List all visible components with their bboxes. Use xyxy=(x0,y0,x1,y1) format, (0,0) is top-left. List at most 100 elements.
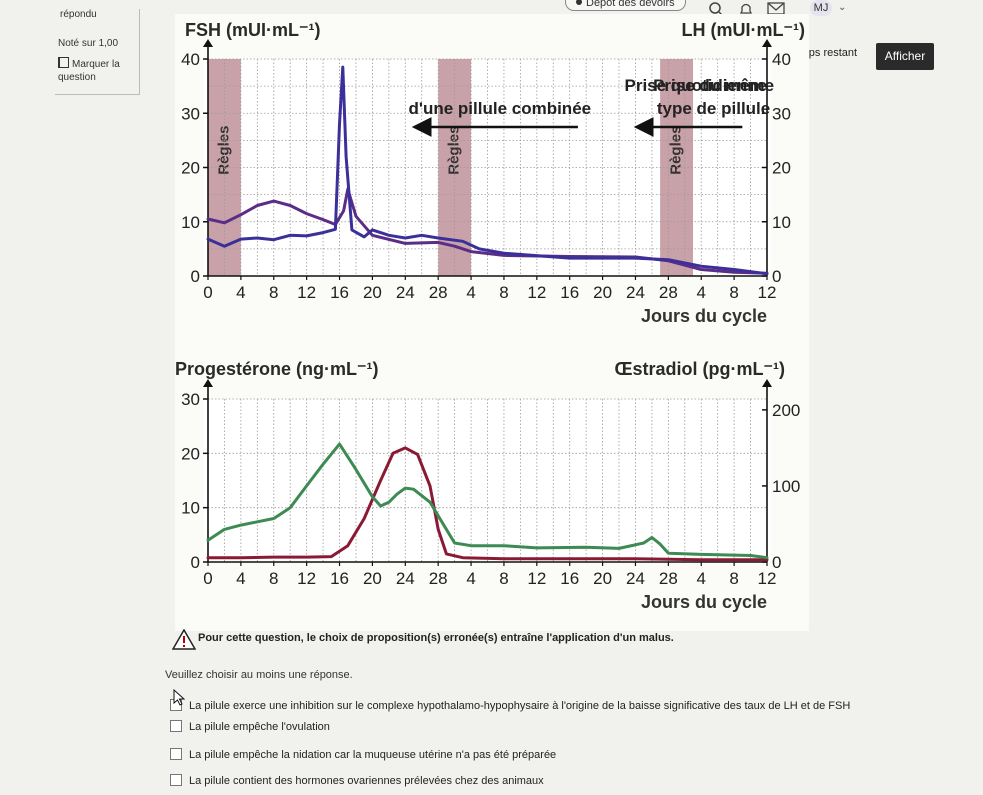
x-tick-label: 12 xyxy=(297,283,316,302)
bullet-icon xyxy=(576,0,582,5)
left-tick-label: 20 xyxy=(181,444,200,463)
option-4-checkbox[interactable] xyxy=(170,774,182,786)
option-4[interactable]: La pilule contient des hormones ovarienn… xyxy=(170,774,544,788)
option-3[interactable]: La pilule empêche la nidation car la muq… xyxy=(170,748,556,762)
x-tick-label: 8 xyxy=(729,569,738,588)
x-tick-label: 12 xyxy=(297,569,316,588)
x-tick-label: 24 xyxy=(626,569,645,588)
afficher-button[interactable]: Afficher xyxy=(876,43,934,70)
left-tick-label: 40 xyxy=(181,50,200,69)
x-tick-label: 12 xyxy=(758,283,777,302)
right-tick-label: 30 xyxy=(772,104,791,123)
right-tick-label: 0 xyxy=(772,267,781,286)
right-tick-label: 200 xyxy=(772,401,800,420)
x-tick-label: 12 xyxy=(758,569,777,588)
x-tick-label: 20 xyxy=(593,283,612,302)
option-3-label: La pilule empêche la nidation car la muq… xyxy=(189,749,557,761)
flag-question-link[interactable]: Marquer la xyxy=(58,57,120,71)
left-axis-arrow xyxy=(203,39,213,47)
option-2-checkbox[interactable] xyxy=(170,720,182,732)
x-tick-label: 4 xyxy=(466,569,475,588)
option-3-checkbox[interactable] xyxy=(170,748,182,760)
option-2[interactable]: La pilule empêche l'ovulation xyxy=(170,720,330,734)
right-axis-title: LH (mUI·mL⁻¹) xyxy=(682,20,805,40)
x-tick-label: 24 xyxy=(396,283,415,302)
x-tick-label: 16 xyxy=(560,283,579,302)
x-axis-title: Jours du cycle xyxy=(641,306,767,326)
chevron-down-icon[interactable]: ⌄ xyxy=(838,2,847,13)
x-tick-label: 12 xyxy=(527,569,546,588)
hormone-charts: Règles Règles Règles 40 30 20 10 0 40 30 20 10 0 0 4 8 1… xyxy=(175,14,809,631)
left-tick-label: 0 xyxy=(191,267,200,286)
series-line-progestérone xyxy=(206,446,769,562)
series-line-lh xyxy=(206,65,769,276)
flag-label: Marquer la xyxy=(72,59,120,70)
same-pill-label-2: type de pillule xyxy=(657,99,770,118)
left-tick-label: 10 xyxy=(181,213,200,232)
x-tick-label: 4 xyxy=(697,569,706,588)
x-tick-label: 8 xyxy=(499,569,508,588)
x-tick-label: 4 xyxy=(697,283,706,302)
x-tick-label: 16 xyxy=(330,569,349,588)
x-tick-label: 8 xyxy=(269,569,278,588)
malus-warning: Pour cette question, le choix de proposi… xyxy=(198,632,674,644)
x-tick-label: 28 xyxy=(429,283,448,302)
x-tick-label: 28 xyxy=(429,569,448,588)
instruction-text: Veuillez choisir au moins une réponse. xyxy=(165,669,353,681)
x-tick-label: 12 xyxy=(527,283,546,302)
option-1[interactable]: La pilule exerce une inhibition sur le c… xyxy=(170,699,850,713)
right-axis-arrow xyxy=(762,39,772,47)
x-tick-label: 8 xyxy=(499,283,508,302)
x-tick-label: 16 xyxy=(560,569,579,588)
x-tick-label: 20 xyxy=(363,569,382,588)
right-tick-label: 20 xyxy=(772,159,791,178)
left-tick-label: 10 xyxy=(181,499,200,518)
menses-label: Règles xyxy=(668,126,685,175)
x-tick-label: 16 xyxy=(330,283,349,302)
x-tick-label: 28 xyxy=(659,283,678,302)
flag-question-label-2[interactable]: question xyxy=(58,72,96,83)
top-bar: Dépôt des devoirs MJ ⌄ xyxy=(0,0,983,17)
left-tick-label: 30 xyxy=(181,104,200,123)
option-4-label: La pilule contient des hormones ovarienn… xyxy=(189,775,544,787)
right-axis-title: Œstradiol (pg·mL⁻¹) xyxy=(615,359,785,379)
x-tick-label: 4 xyxy=(236,569,245,588)
right-tick-label: 100 xyxy=(772,477,800,496)
x-tick-label: 4 xyxy=(236,283,245,302)
menses-label: Règles xyxy=(215,126,232,175)
left-axis-title: FSH (mUI·mL⁻¹) xyxy=(185,20,320,40)
x-tick-label: 24 xyxy=(626,283,645,302)
right-tick-label: 10 xyxy=(772,213,791,232)
left-tick-label: 0 xyxy=(191,553,200,572)
series-line-stradiol xyxy=(206,442,769,560)
pill-phase-label-1: Prise quotidienne xyxy=(625,76,768,95)
x-tick-label: 8 xyxy=(269,283,278,302)
x-tick-label: 0 xyxy=(203,283,212,302)
x-tick-label: 0 xyxy=(203,569,212,588)
warning-icon xyxy=(172,629,196,650)
answered-status: répondu xyxy=(60,9,97,20)
flag-icon xyxy=(58,57,69,68)
question-info-panel: répondu Noté sur 1,00 Marquer la questio… xyxy=(55,9,140,95)
right-axis-arrow xyxy=(762,379,772,387)
option-2-label: La pilule empêche l'ovulation xyxy=(189,721,330,733)
x-tick-label: 20 xyxy=(363,283,382,302)
right-tick-label: 0 xyxy=(772,553,781,572)
option-1-label: La pilule exerce une inhibition sur le c… xyxy=(189,700,851,712)
x-axis-title: Jours du cycle xyxy=(641,592,767,612)
menses-label: Règles xyxy=(446,126,463,175)
mouse-cursor-icon xyxy=(173,689,186,706)
grade-text: Noté sur 1,00 xyxy=(58,38,119,49)
left-axis-title: Progestérone (ng·mL⁻¹) xyxy=(175,359,379,379)
depot-devoirs-tab[interactable]: Dépôt des devoirs xyxy=(565,0,686,11)
x-tick-label: 24 xyxy=(396,569,415,588)
left-axis-arrow xyxy=(203,379,213,387)
same-pill-label-1: Prise du même xyxy=(653,76,774,95)
left-tick-label: 20 xyxy=(181,159,200,178)
left-tick-label: 30 xyxy=(181,390,200,409)
avatar[interactable]: MJ xyxy=(810,0,832,16)
x-tick-label: 4 xyxy=(466,283,475,302)
x-tick-label: 28 xyxy=(659,569,678,588)
x-tick-label: 8 xyxy=(729,283,738,302)
right-tick-label: 40 xyxy=(772,50,791,69)
